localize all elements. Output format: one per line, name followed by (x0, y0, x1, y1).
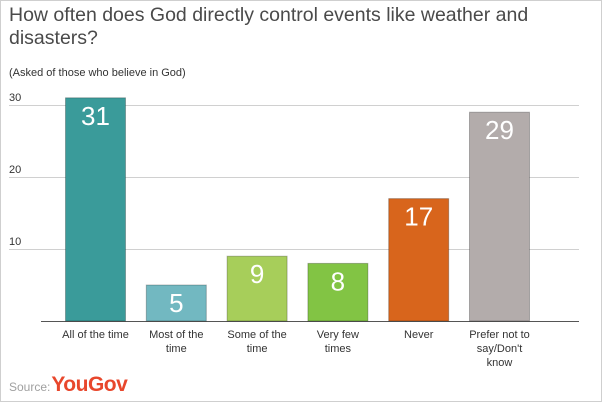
y-tick-label: 10 (9, 236, 21, 248)
y-tick-label: 20 (9, 164, 21, 176)
data-label: 17 (404, 202, 433, 232)
data-label: 8 (331, 266, 345, 296)
category-label: Some of the time (227, 329, 286, 355)
category-label-line: time (247, 343, 268, 355)
bar (307, 262, 369, 322)
chart-subtitle: (Asked of those who believe in God) (9, 67, 186, 79)
category-label: All of the time (62, 329, 129, 341)
bar (388, 198, 450, 322)
category-label-line: say/Don't (477, 343, 523, 355)
bar (65, 97, 126, 322)
category-label-line: time (166, 343, 187, 355)
data-label: 9 (250, 259, 264, 289)
y-tick-label: 30 (9, 92, 21, 104)
data-label: 31 (81, 101, 110, 131)
bar (145, 284, 207, 322)
chart-title: How often does God directly control even… (9, 4, 529, 49)
source-credit: Source: YouGov (9, 373, 128, 397)
bar (226, 255, 288, 322)
category-label-line: Never (404, 329, 434, 341)
source-label: Source: (9, 380, 51, 394)
category-label: Most of the time (149, 329, 203, 355)
category-label: Prefer not to say/Don't know (469, 329, 530, 369)
category-label-line: Prefer not to (469, 329, 530, 341)
category-label: Very few times (317, 329, 359, 355)
data-label: 29 (485, 115, 514, 145)
category-label-line: times (325, 343, 352, 355)
yougov-logo: YouGov (51, 373, 128, 396)
category-label-line: Most of the (149, 329, 203, 341)
category-label-line: All of the time (62, 329, 129, 341)
category-label-line: know (487, 357, 513, 369)
bar (469, 111, 530, 322)
category-label-line: Very few (317, 329, 359, 341)
data-label: 5 (169, 288, 183, 318)
category-label-line: Some of the (227, 329, 286, 341)
category-label: Never (404, 329, 434, 341)
